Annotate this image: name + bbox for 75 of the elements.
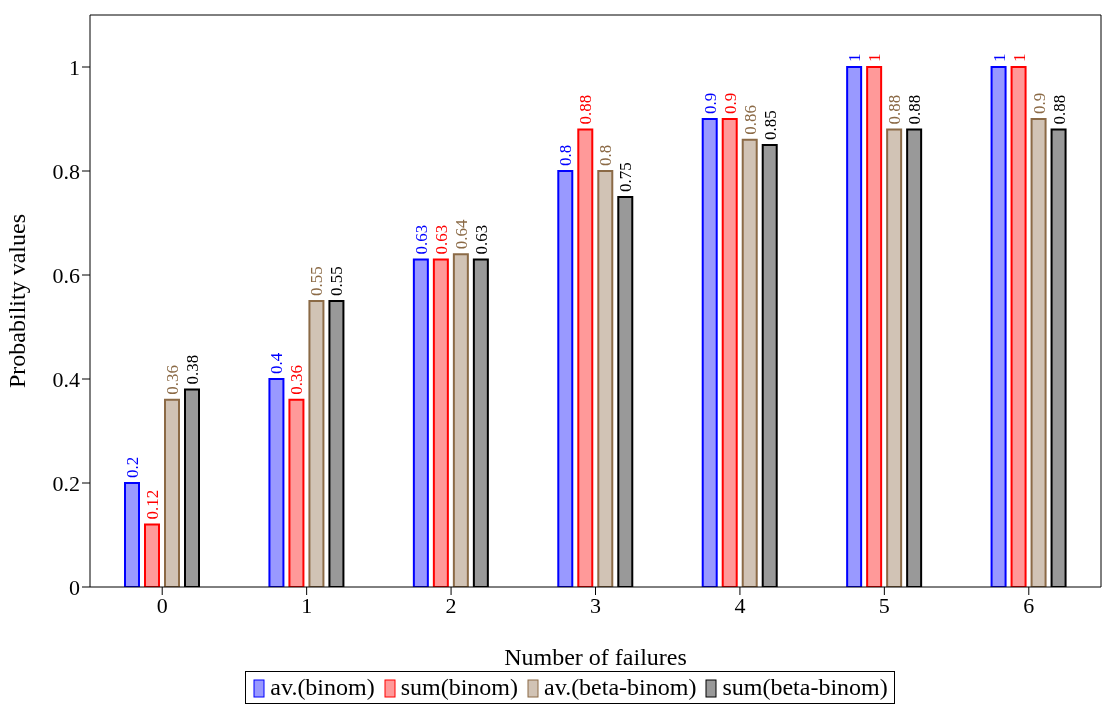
bar — [906, 128, 923, 587]
data-label: 0.63 — [411, 224, 431, 255]
x-tick-label: 6 — [1023, 592, 1035, 618]
data-label: 0.55 — [327, 266, 347, 296]
x-axis-title: Number of failures — [504, 644, 687, 670]
bar — [432, 258, 449, 587]
y-axis-title: Probability values — [3, 214, 30, 388]
bar — [846, 66, 863, 587]
data-label: 0.88 — [1049, 94, 1069, 125]
bar — [184, 388, 200, 587]
bar — [124, 482, 140, 587]
bar — [577, 128, 594, 587]
data-label: 0.4 — [267, 352, 287, 374]
data-label: 0.75 — [616, 162, 636, 192]
data-label: 0.63 — [471, 224, 491, 255]
y-tick-label: 0.6 — [52, 262, 80, 288]
bar — [866, 66, 883, 587]
bar — [164, 398, 180, 587]
bar — [617, 196, 634, 587]
bar — [701, 118, 718, 587]
bar — [761, 144, 778, 587]
y-tick-label: 0.8 — [52, 158, 80, 184]
x-tick-label: 5 — [878, 592, 890, 618]
data-label: 0.86 — [740, 105, 760, 135]
data-label: 1 — [1009, 53, 1029, 62]
x-tick-label: 2 — [445, 592, 457, 618]
bar — [1010, 66, 1027, 587]
x-tick-label: 0 — [156, 592, 168, 618]
x-tick-label: 4 — [734, 592, 746, 618]
data-label: 0.8 — [596, 144, 616, 166]
bar — [597, 170, 614, 587]
bar — [328, 300, 345, 587]
x-tick-label: 3 — [590, 592, 601, 618]
legend-label: av.(binom) — [270, 674, 375, 701]
data-label: 0.63 — [431, 224, 451, 255]
data-label: 0.2 — [123, 456, 142, 478]
bar — [721, 118, 738, 587]
bar — [268, 378, 285, 587]
data-label: 0.88 — [885, 94, 905, 125]
y-tick-label: 0 — [69, 574, 80, 600]
data-label: 0.9 — [1029, 92, 1049, 114]
y-tick-label: 0.2 — [52, 470, 80, 496]
y-tick-label: 1 — [69, 54, 80, 80]
data-label: 0.8 — [556, 144, 576, 166]
bar — [452, 253, 469, 587]
data-label: 0.38 — [183, 354, 202, 385]
data-label: 0.9 — [720, 92, 740, 114]
bar — [886, 128, 903, 587]
data-label: 1 — [865, 53, 885, 62]
data-label: 0.88 — [576, 94, 596, 125]
bar — [288, 398, 305, 587]
bar — [308, 300, 325, 587]
data-label: 0.36 — [287, 365, 307, 395]
data-label: 0.88 — [905, 94, 925, 125]
x-tick-label: 1 — [301, 592, 313, 618]
data-label: 0.55 — [307, 266, 327, 296]
data-label: 0.36 — [163, 365, 182, 395]
bar — [412, 258, 429, 587]
data-label: 0.64 — [451, 218, 471, 250]
legend-label: av.(beta-binom) — [544, 674, 697, 701]
bar — [990, 66, 1007, 587]
bar — [557, 170, 574, 587]
y-tick-label: 0.4 — [52, 366, 80, 392]
legend-label: sum(beta-binom) — [722, 674, 888, 701]
bar — [144, 523, 160, 587]
bar — [1050, 128, 1067, 587]
data-label: 1 — [845, 53, 865, 62]
legend-label: sum(binom) — [400, 674, 519, 701]
bar — [472, 258, 489, 587]
bar — [1030, 118, 1047, 587]
data-label: 0.12 — [143, 489, 162, 520]
data-label: 0.9 — [700, 92, 720, 114]
bar — [741, 138, 758, 587]
data-label: 0.85 — [760, 110, 780, 140]
data-label: 1 — [989, 53, 1009, 62]
